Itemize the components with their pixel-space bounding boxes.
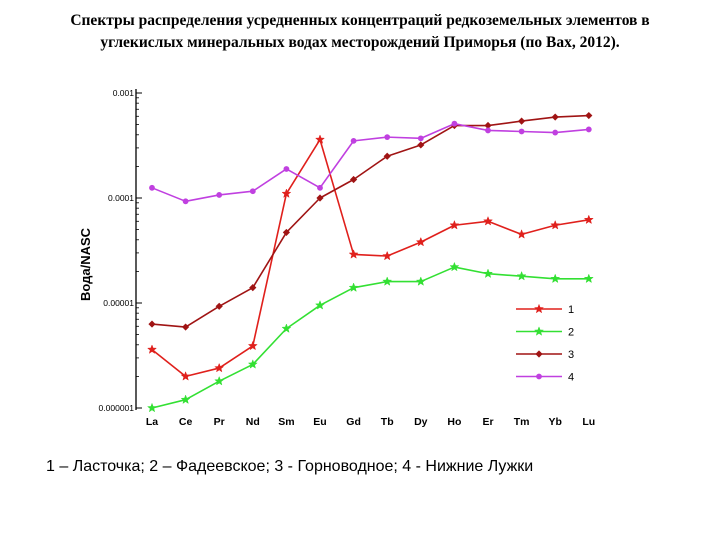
series-4-point <box>451 120 458 127</box>
series-2-point <box>281 323 292 333</box>
series-3 <box>148 111 593 331</box>
x-tick-label: Ho <box>447 416 461 428</box>
series-2-point <box>382 276 393 286</box>
x-tick-label: Pr <box>214 416 225 428</box>
legend-label-2: 2 <box>568 327 574 339</box>
y-axis-label: Вода/NASC <box>78 227 93 301</box>
series-4-point <box>384 134 391 141</box>
x-tick-label: Tb <box>381 416 394 428</box>
title-line-1: Спектры распределения усредненных концен… <box>70 12 650 29</box>
series-2-point <box>214 375 225 386</box>
series-2-point <box>348 282 359 292</box>
y-tick-label: 0.00001 <box>103 298 134 308</box>
series-3-point <box>350 175 358 184</box>
series-2-point <box>516 270 527 281</box>
x-tick-label: Tm <box>514 416 530 428</box>
series-2 <box>146 261 594 413</box>
x-tick-label: Sm <box>278 416 294 428</box>
y-tick-label: 0.001 <box>113 88 135 98</box>
series-1-point <box>583 214 594 225</box>
series-3-point <box>585 111 593 120</box>
legend-marker-1 <box>533 303 545 314</box>
series-1-point <box>247 340 258 351</box>
x-tick-label: Nd <box>246 416 260 428</box>
series-4-point <box>585 126 592 133</box>
series-1-point <box>382 250 393 261</box>
series-4-point <box>350 137 357 144</box>
legend-label-3: 3 <box>568 349 574 361</box>
series-1-point <box>550 219 561 230</box>
series-1-point <box>146 344 158 354</box>
series-1-point <box>281 188 292 198</box>
legend-label-4: 4 <box>568 372 574 384</box>
series-4 <box>149 120 592 205</box>
series-2-point <box>583 273 594 284</box>
series-2-point <box>482 268 494 279</box>
series-3-point <box>551 113 559 121</box>
series-4-point <box>317 184 323 191</box>
title-line-2: углекислых минеральных водах месторожден… <box>100 34 620 51</box>
legend-marker-4 <box>536 373 542 380</box>
series-1-point <box>482 215 494 226</box>
x-tick-label: Gd <box>346 416 361 428</box>
series-4-point <box>417 135 424 142</box>
series-3-point <box>316 194 324 202</box>
x-tick-label: La <box>146 416 158 428</box>
series-4-point <box>518 128 525 135</box>
x-tick-label: Yb <box>548 416 561 428</box>
series-4-point <box>485 127 491 134</box>
series-3-point <box>282 228 290 237</box>
series-3-point <box>182 323 190 331</box>
chart-legend: 1 2 3 4 <box>516 303 574 384</box>
x-tick-label: Eu <box>313 416 326 428</box>
series-1-point <box>516 229 527 239</box>
y-tick-label: 0.000001 <box>99 403 135 413</box>
x-tick-label: Lu <box>582 416 595 428</box>
series-2-point <box>415 276 426 286</box>
series-2-point <box>449 261 460 272</box>
series-3-point <box>484 121 492 130</box>
series-2-line <box>151 266 589 409</box>
series-4-line <box>151 122 589 203</box>
series-2-point <box>247 359 258 369</box>
series-1-point <box>180 371 191 381</box>
series-2-point <box>550 273 561 284</box>
series-4-point <box>249 188 256 195</box>
series-4-point <box>552 129 559 136</box>
series-3-point <box>148 320 156 328</box>
series-3-line <box>151 114 589 328</box>
series-2-point <box>180 394 191 404</box>
series-1 <box>146 134 594 381</box>
series-1-point <box>415 236 426 247</box>
series-1-line <box>151 138 589 378</box>
series-4-point <box>182 198 189 205</box>
series-3-point <box>383 152 391 160</box>
series-4-point <box>216 192 223 198</box>
series-4-point <box>283 166 290 172</box>
series-2-point <box>146 402 158 413</box>
series-1-point <box>449 219 460 230</box>
series-1-point <box>214 362 225 373</box>
series-3-point <box>249 284 257 292</box>
legend-label-1: 1 <box>568 304 574 316</box>
legend-marker-2 <box>533 326 545 336</box>
chart-title-block: Спектры распределения усредненных концен… <box>0 10 720 54</box>
series-4-point <box>149 184 155 191</box>
legend-marker-3 <box>535 350 543 358</box>
figure-caption: 1 – Ласточка; 2 – Фадеевское; 3 - Горнов… <box>46 458 534 475</box>
chart-axes: 0.001 0.0001 0.00001 0.000001 Вода/NASC La Ce P… <box>78 88 595 428</box>
x-tick-label: Er <box>482 416 493 428</box>
series-3-point <box>518 117 526 125</box>
series-3-point <box>215 302 223 310</box>
series-2-point <box>314 300 326 310</box>
series-3-point <box>417 141 425 149</box>
x-tick-label: Ce <box>179 416 193 428</box>
x-tick-label: Dy <box>414 416 428 428</box>
series-1-point <box>348 249 359 259</box>
y-tick-label: 0.0001 <box>108 193 134 203</box>
series-1-point <box>314 134 326 144</box>
chart-series <box>146 111 594 413</box>
